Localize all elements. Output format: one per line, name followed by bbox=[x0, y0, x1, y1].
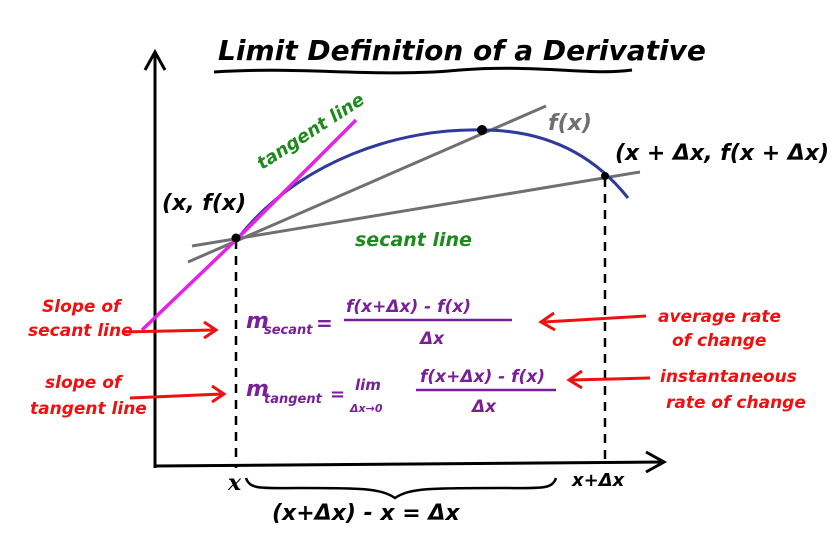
tangent-label: tangent line bbox=[253, 89, 368, 174]
slope-tangent-note-1: slope of bbox=[45, 373, 124, 393]
m-tangent-symbol: m bbox=[246, 377, 269, 402]
point-b-label: (x + Δx, f(x + Δx) bbox=[615, 141, 829, 166]
secant-line bbox=[191, 170, 641, 248]
instant-rate-note-1: instantaneous bbox=[660, 367, 797, 387]
point-a-label: (x, f(x) bbox=[162, 191, 246, 216]
brace-label: (x+Δx) - x = Δx bbox=[272, 501, 460, 526]
average-rate-note-2: of change bbox=[672, 331, 766, 351]
diagram-title: Limit Definition of a Derivative bbox=[218, 34, 706, 67]
delta-x-brace bbox=[244, 477, 558, 500]
tangent-equals: = bbox=[330, 384, 345, 405]
m-secant-symbol: m bbox=[246, 309, 269, 334]
m-secant-subscript: secant bbox=[264, 323, 313, 338]
x-dx-tick-label: x+Δx bbox=[571, 470, 626, 491]
tangent-denominator: Δx bbox=[470, 397, 497, 417]
slope-secant-arrow bbox=[121, 328, 215, 334]
title-underline bbox=[213, 66, 633, 75]
average-rate-note-1: average rate bbox=[658, 307, 781, 327]
instant-rate-note-2: rate of change bbox=[666, 393, 806, 413]
secant-numerator: f(x+Δx) - f(x) bbox=[346, 297, 471, 317]
x-tick-label: x bbox=[227, 470, 242, 496]
lim-symbol: lim bbox=[355, 376, 381, 394]
point-x bbox=[231, 233, 241, 243]
tangent-numerator: f(x+Δx) - f(x) bbox=[420, 367, 545, 387]
tangent-slope-formula: m tangent = lim Δx→0 f(x+Δx) - f(x) Δx bbox=[246, 367, 556, 417]
point-max bbox=[477, 125, 487, 135]
secant-equals: = bbox=[316, 311, 333, 335]
point-x-dx bbox=[601, 172, 609, 180]
instant-rate-arrow bbox=[571, 376, 651, 382]
secant-slope-formula: m secant = f(x+Δx) - f(x) Δx bbox=[246, 297, 512, 349]
y-axis-arrow bbox=[143, 48, 167, 71]
lim-subscript: Δx→0 bbox=[349, 402, 383, 415]
x-axis bbox=[154, 460, 663, 468]
function-curve bbox=[236, 128, 630, 239]
slope-tangent-note-2: tangent line bbox=[30, 399, 147, 419]
slope-tangent-arrow bbox=[129, 392, 223, 400]
curve-label: f(x) bbox=[548, 111, 592, 136]
slope-secant-note-2: secant line bbox=[28, 321, 133, 341]
average-rate-arrow bbox=[543, 314, 647, 324]
secant-label: secant line bbox=[355, 229, 472, 251]
slope-secant-note-1: Slope of bbox=[42, 297, 123, 317]
x-axis-arrow bbox=[645, 450, 668, 474]
m-tangent-subscript: tangent bbox=[264, 392, 323, 407]
secant-denominator: Δx bbox=[418, 329, 445, 349]
